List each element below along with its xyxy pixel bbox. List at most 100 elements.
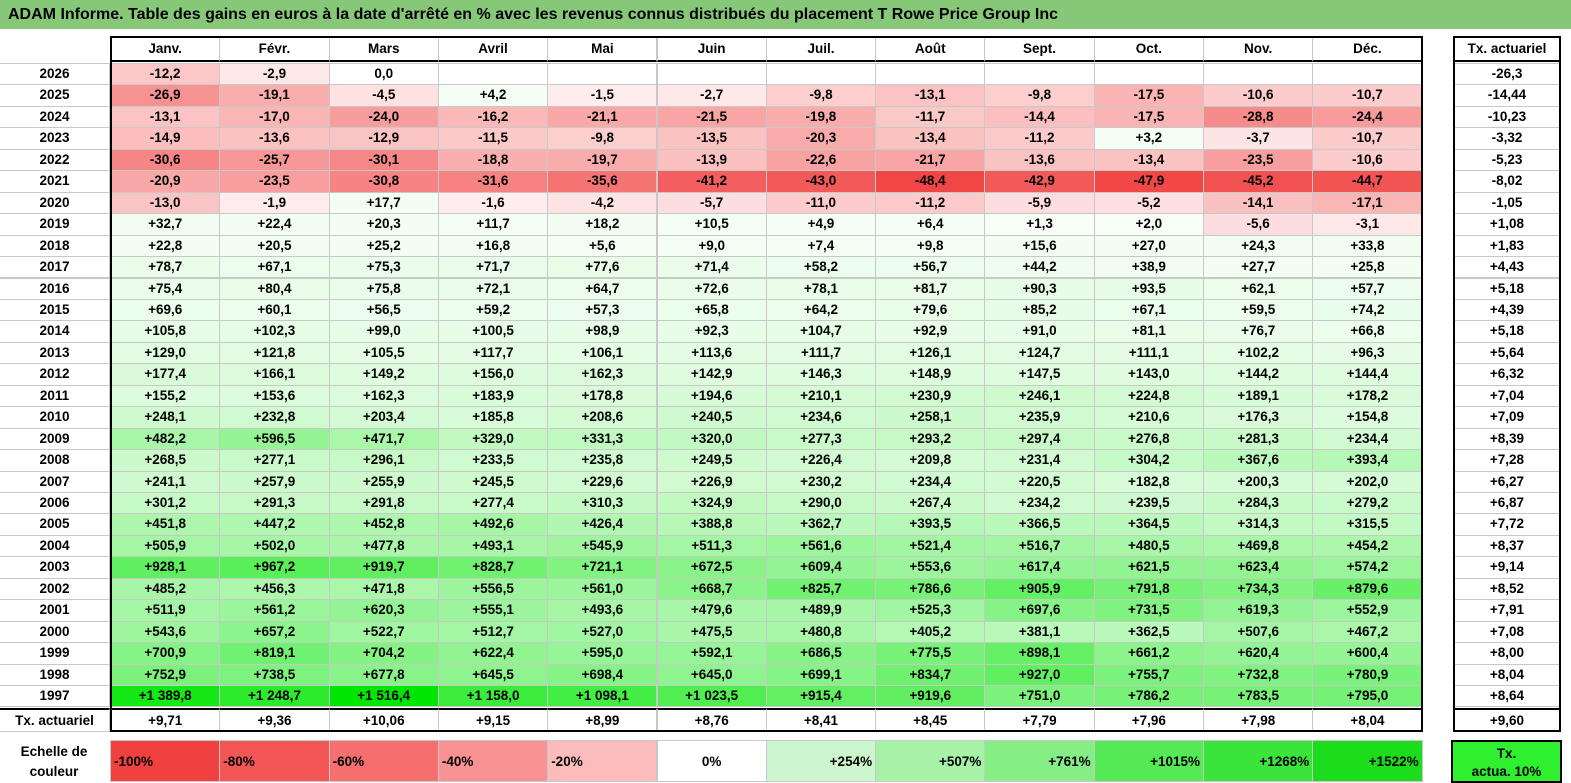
- gain-cell: +203,4: [328, 406, 439, 429]
- gain-cell: -19,8: [765, 105, 877, 129]
- gain-cell: +293,2: [875, 427, 986, 451]
- gain-cell: -9,8: [984, 84, 1095, 107]
- gain-cell: -21,1: [547, 105, 658, 129]
- month-header: Juin: [656, 36, 767, 62]
- gain-cell: -13,4: [1093, 148, 1204, 172]
- gain-cell: -5,7: [656, 191, 767, 215]
- year-label: 2006: [0, 492, 110, 515]
- gain-cell: +596,5: [219, 427, 330, 451]
- gain-cell: -22,6: [765, 148, 877, 172]
- gain-cell: +268,5: [110, 449, 221, 472]
- gain-cell: +66,8: [1312, 320, 1423, 343]
- color-scale-swatch: +1268%: [1203, 740, 1314, 782]
- gain-cell: -17,0: [219, 105, 330, 129]
- gain-cell: +74,2: [1312, 298, 1423, 322]
- gain-cell: +232,8: [219, 406, 330, 429]
- gain-cell: +92,9: [875, 320, 986, 343]
- annual-rate-cell: +8,04: [1453, 663, 1561, 687]
- gain-cell: +229,6: [547, 470, 658, 493]
- gain-cell: -31,6: [437, 170, 549, 193]
- year-label: 2017: [0, 256, 110, 279]
- gain-cell: +22,8: [110, 234, 221, 258]
- gain-cell: +102,3: [219, 320, 330, 343]
- gain-cell: +56,5: [328, 298, 439, 322]
- gain-cell: [984, 63, 1095, 86]
- gain-cell: -26,9: [110, 84, 221, 107]
- gain-cell: +267,4: [875, 492, 986, 515]
- year-label: 2001: [0, 599, 110, 622]
- gain-cell: -30,1: [328, 148, 439, 172]
- gain-cell: -24,4: [1312, 105, 1423, 129]
- gain-cell: +277,3: [765, 427, 877, 451]
- gain-cell: +552,9: [1312, 599, 1423, 622]
- gain-cell: +657,2: [219, 620, 330, 644]
- gain-cell: +149,2: [328, 363, 439, 386]
- gain-cell: -19,7: [547, 148, 658, 172]
- gain-cell: +75,8: [328, 277, 439, 300]
- gain-cell: +451,8: [110, 513, 221, 536]
- gain-cell: +32,7: [110, 213, 221, 236]
- gain-cell: +645,0: [656, 663, 767, 687]
- gain-cell: +454,2: [1312, 534, 1423, 558]
- year-label: 2004: [0, 534, 110, 558]
- gain-cell: +178,8: [547, 384, 658, 408]
- gain-cell: +257,9: [219, 470, 330, 493]
- month-header: Août: [875, 36, 986, 62]
- gain-cell: +516,7: [984, 534, 1095, 558]
- gain-cell: +561,6: [765, 534, 877, 558]
- annual-rate-cell: -8,02: [1453, 170, 1561, 193]
- gain-cell: +661,2: [1093, 642, 1204, 665]
- gain-cell: +738,5: [219, 663, 330, 687]
- gain-cell: +310,3: [547, 492, 658, 515]
- gain-cell: +919,7: [328, 556, 439, 579]
- year-label: 2026: [0, 63, 110, 86]
- gain-cell: +230,2: [765, 470, 877, 493]
- footer-rate-cell: +7,98: [1203, 707, 1314, 732]
- gain-cell: +751,0: [984, 685, 1095, 708]
- gain-cell: -43,0: [765, 170, 877, 193]
- gain-cell: -3,1: [1312, 213, 1423, 236]
- year-label: 2011: [0, 384, 110, 408]
- gain-cell: +284,3: [1203, 492, 1314, 515]
- gain-cell: +226,4: [765, 449, 877, 472]
- color-scale-label-line2: couleur: [29, 764, 79, 779]
- gain-cell: +105,5: [328, 341, 439, 365]
- gain-cell: +177,4: [110, 363, 221, 386]
- gain-cell: +686,5: [765, 642, 877, 665]
- gain-cell: +525,3: [875, 599, 986, 622]
- month-header: Févr.: [219, 36, 330, 62]
- gain-cell: -25,7: [219, 148, 330, 172]
- gain-cell: +927,0: [984, 663, 1095, 687]
- gain-cell: +291,3: [219, 492, 330, 515]
- month-header: Sept.: [984, 36, 1095, 62]
- gain-cell: +233,5: [437, 449, 549, 472]
- gain-cell: +25,2: [328, 234, 439, 258]
- color-scale-label-line1: Echelle de: [20, 744, 88, 759]
- year-label: 2016: [0, 277, 110, 300]
- gain-cell: +25,8: [1312, 256, 1423, 279]
- annual-rate-cell: +5,64: [1453, 341, 1561, 365]
- gain-cell: +561,0: [547, 577, 658, 601]
- annual-rate-cell: +7,09: [1453, 406, 1561, 429]
- annual-rate-cell: +7,08: [1453, 620, 1561, 644]
- gain-cell: +297,4: [984, 427, 1095, 451]
- gain-cell: +314,3: [1203, 513, 1314, 536]
- gain-cell: +239,5: [1093, 492, 1204, 515]
- footer-rate-cell: +9,36: [219, 707, 330, 732]
- annual-rate-cell: -5,23: [1453, 148, 1561, 172]
- gain-cell: -4,2: [547, 191, 658, 215]
- gain-cell: +248,1: [110, 406, 221, 429]
- gain-cell: +600,4: [1312, 642, 1423, 665]
- gain-cell: +91,0: [984, 320, 1095, 343]
- footer-rate-cell: +8,04: [1312, 707, 1423, 732]
- gain-cell: -17,5: [1093, 105, 1204, 129]
- gain-cell: -9,8: [547, 127, 658, 150]
- gain-cell: +1 158,0: [437, 685, 549, 708]
- gain-cell: +96,3: [1312, 341, 1423, 365]
- gain-cell: +621,5: [1093, 556, 1204, 579]
- gain-cell: +113,6: [656, 341, 767, 365]
- gain-cell: -16,2: [437, 105, 549, 129]
- annual-rate-cell: +8,00: [1453, 642, 1561, 665]
- gain-cell: +194,6: [656, 384, 767, 408]
- gain-cell: +475,5: [656, 620, 767, 644]
